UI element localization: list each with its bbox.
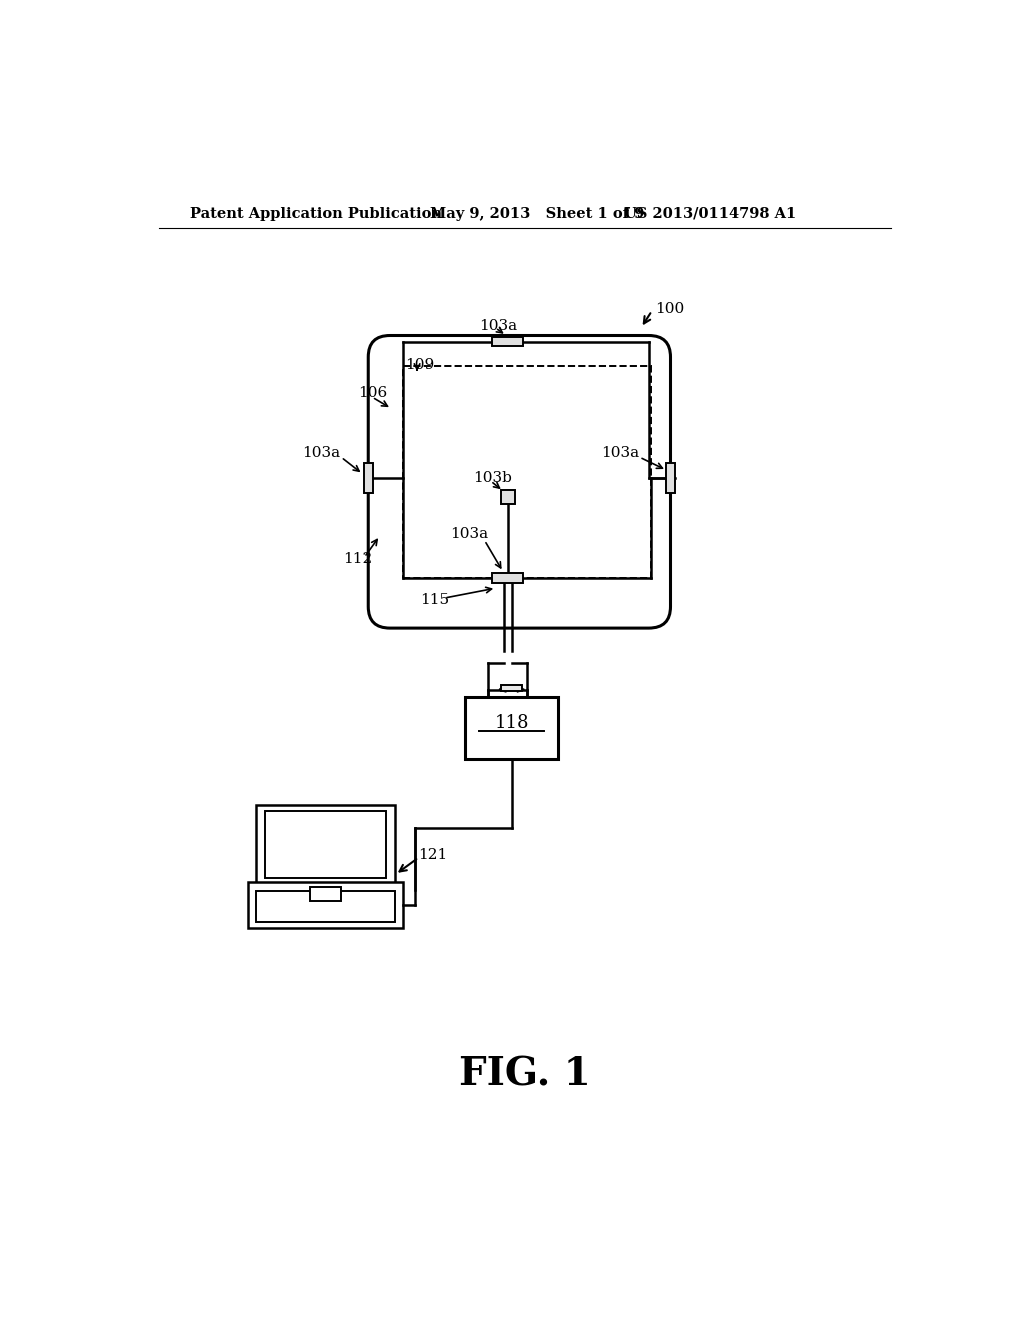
Text: 121: 121 — [419, 849, 447, 862]
Text: 115: 115 — [420, 593, 450, 607]
FancyBboxPatch shape — [369, 335, 671, 628]
Text: May 9, 2013   Sheet 1 of 9: May 9, 2013 Sheet 1 of 9 — [430, 207, 644, 220]
Bar — [256, 805, 395, 886]
Text: 103b: 103b — [473, 471, 512, 484]
Bar — [364, 462, 373, 494]
Bar — [501, 490, 515, 504]
Text: 100: 100 — [655, 301, 684, 315]
Text: 118: 118 — [495, 714, 528, 733]
Text: US 2013/0114798 A1: US 2013/0114798 A1 — [624, 207, 797, 220]
Text: 103a: 103a — [601, 446, 639, 461]
Bar — [265, 812, 386, 878]
Text: 106: 106 — [358, 387, 387, 400]
Text: 109: 109 — [404, 358, 434, 372]
Bar — [310, 887, 341, 900]
Bar — [501, 685, 522, 692]
Bar — [465, 697, 558, 759]
Bar — [493, 337, 523, 346]
Bar — [493, 573, 523, 582]
Text: 103a: 103a — [479, 319, 517, 333]
Text: FIG. 1: FIG. 1 — [459, 1056, 591, 1094]
Bar — [248, 882, 403, 928]
Bar — [256, 891, 395, 923]
Text: 112: 112 — [343, 552, 372, 566]
Text: 103a: 103a — [450, 527, 487, 541]
Bar — [403, 367, 651, 578]
Bar — [666, 462, 675, 494]
Text: 103a: 103a — [302, 446, 341, 459]
Text: Patent Application Publication: Patent Application Publication — [190, 207, 442, 220]
